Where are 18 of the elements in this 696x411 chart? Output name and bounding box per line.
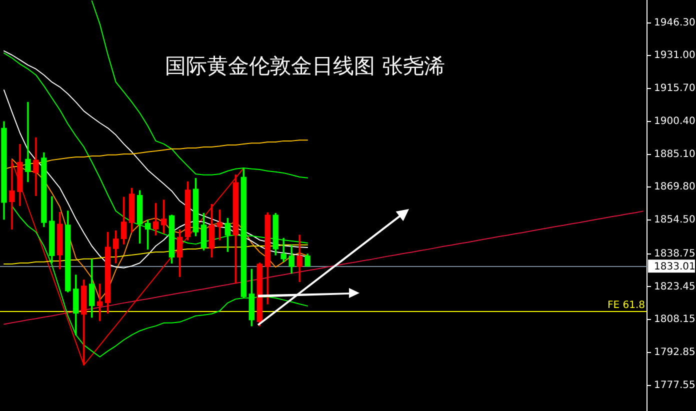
- y-tick-label: 1931.00: [654, 50, 696, 62]
- candlestick: [25, 102, 31, 182]
- y-tick-label: 1885.10: [654, 148, 696, 160]
- y-tick-label: 1854.50: [654, 214, 696, 226]
- ref-line-label: FE 61.8: [607, 300, 645, 311]
- y-tick-label: 1838.75: [654, 248, 696, 260]
- y-tick-label: 1808.15: [654, 314, 696, 326]
- candlestick: [296, 234, 302, 282]
- candlestick: [33, 137, 39, 196]
- text: 国际黄金伦敦金日线图 张尧浠: [165, 54, 445, 79]
- y-tick-label: 1900.40: [654, 116, 696, 127]
- y-tick-label: 1823.45: [654, 281, 696, 292]
- y-tick-label: 1869.80: [654, 182, 696, 193]
- ref-line-label: 1833.01: [654, 261, 696, 272]
- y-tick-label: 1792.85: [654, 347, 696, 358]
- y-tick-label: 1777.55: [654, 380, 696, 391]
- y-tick-label: 1915.70: [654, 83, 696, 94]
- y-tick-label: 1946.30: [654, 17, 696, 28]
